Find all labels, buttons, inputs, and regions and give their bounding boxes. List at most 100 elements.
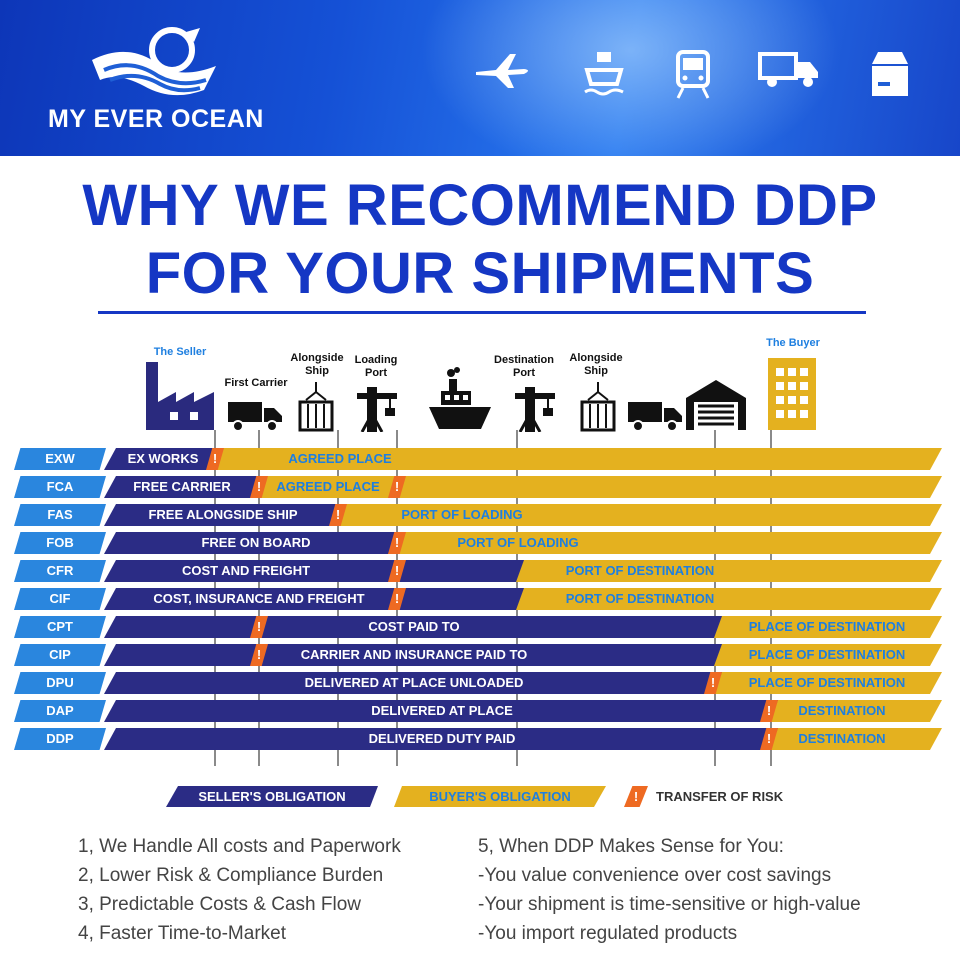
incoterm-row-cip: CIP CARRIER AND INSURANCE PAID TO PLACE … bbox=[0, 644, 960, 666]
incoterm-code: DPU bbox=[14, 672, 106, 694]
list-item: 2, Lower Risk & Compliance Burden bbox=[78, 865, 384, 886]
seller-text: DELIVERED AT PLACE bbox=[371, 703, 513, 718]
list-item: 5, When DDP Makes Sense for You: bbox=[478, 836, 784, 857]
train-icon bbox=[676, 50, 710, 99]
list-item: 4, Faster Time-to-Market bbox=[78, 923, 286, 944]
seller-segment bbox=[104, 560, 524, 582]
incoterm-code: EXW bbox=[14, 448, 106, 470]
label-first-carrier: First Carrier bbox=[224, 377, 288, 389]
seller-text: FREE ALONGSIDE SHIP bbox=[148, 507, 298, 522]
seller-text: DELIVERED AT PLACE UNLOADED bbox=[304, 675, 524, 690]
title-divider bbox=[98, 311, 866, 314]
cargo-ship-icon bbox=[429, 367, 491, 429]
ship-icon bbox=[584, 52, 624, 96]
seller-text: COST PAID TO bbox=[368, 619, 460, 634]
buyer-text: PLACE OF DESTINATION bbox=[748, 675, 906, 690]
buyer-segment bbox=[254, 476, 942, 498]
buyer-text: PORT OF LOADING bbox=[401, 507, 523, 522]
buyer-segment bbox=[766, 700, 942, 722]
delivery-truck-icon bbox=[628, 402, 682, 432]
list-item: -Your shipment is time-sensitive or high… bbox=[478, 894, 861, 915]
buyer-text: DESTINATION bbox=[798, 731, 886, 746]
label-loading-port: Loading Port bbox=[354, 354, 398, 379]
seller-text: FREE CARRIER bbox=[133, 479, 231, 494]
when-ddp-list: 5, When DDP Makes Sense for You: -You va… bbox=[478, 832, 861, 948]
legend-transfer-of-risk: TRANSFER OF RISK bbox=[656, 789, 784, 804]
buyer-segment bbox=[710, 616, 942, 638]
incoterm-code: CIF bbox=[14, 588, 106, 610]
warehouse-icon bbox=[686, 380, 746, 430]
incoterm-row-cpt: CPT COST PAID TO PLACE OF DESTINATION ! bbox=[0, 616, 960, 638]
buyer-text: PORT OF DESTINATION bbox=[565, 563, 715, 578]
seller-segment bbox=[104, 728, 778, 750]
seller-segment bbox=[104, 700, 778, 722]
wave-logo-icon bbox=[92, 27, 216, 96]
incoterm-code: CFR bbox=[14, 560, 106, 582]
seller-segment bbox=[104, 532, 400, 554]
seller-segment bbox=[104, 672, 722, 694]
seller-text: COST AND FREIGHT bbox=[181, 563, 311, 578]
seller-segment bbox=[104, 504, 340, 526]
buyer-text: AGREED PLACE bbox=[276, 479, 380, 494]
package-icon bbox=[872, 52, 908, 96]
incoterm-row-fca: FCA FREE CARRIER AGREED PLACE ! ! bbox=[0, 476, 960, 498]
first-carrier-truck-icon bbox=[228, 402, 282, 432]
list-item: 1, We Handle All costs and Paperwork bbox=[78, 836, 401, 857]
buyer-text: DESTINATION bbox=[798, 703, 886, 718]
buyer-segment bbox=[710, 644, 942, 666]
destination-port-crane-icon bbox=[515, 387, 555, 432]
buyer-text: PORT OF LOADING bbox=[457, 535, 579, 550]
buyer-text: AGREED PLACE bbox=[288, 451, 392, 466]
seller-text: CARRIER AND INSURANCE PAID TO bbox=[300, 647, 528, 662]
incoterm-code: FAS bbox=[14, 504, 106, 526]
seller-text: FREE ON BOARD bbox=[201, 535, 311, 550]
seller-text: COST, INSURANCE AND FREIGHT bbox=[153, 591, 365, 606]
legend-seller-obligation: SELLER'S OBLIGATION bbox=[166, 786, 378, 807]
seller-text: DELIVERED DUTY PAID bbox=[368, 731, 516, 746]
label-the-buyer: The Buyer bbox=[766, 337, 820, 349]
label-alongside-ship-2: Alongside Ship bbox=[569, 352, 623, 377]
incoterm-code: DDP bbox=[14, 728, 106, 750]
incoterm-row-exw: EXW EX WORKS AGREED PLACE ! bbox=[0, 448, 960, 470]
buyer-text: PLACE OF DESTINATION bbox=[748, 647, 906, 662]
factory-icon bbox=[146, 362, 214, 430]
buyer-segment bbox=[332, 504, 942, 526]
truck-icon bbox=[758, 52, 818, 87]
airplane-icon bbox=[476, 54, 528, 88]
seller-text: EX WORKS bbox=[127, 451, 199, 466]
buyer-segment bbox=[210, 448, 942, 470]
incoterm-row-dpu: DPU DELIVERED AT PLACE UNLOADED PLACE OF… bbox=[0, 672, 960, 694]
buyer-segment bbox=[766, 728, 942, 750]
incoterm-code: CPT bbox=[14, 616, 106, 638]
header-banner: MY EVER OCEAN bbox=[0, 0, 960, 156]
incoterm-code: FOB bbox=[14, 532, 106, 554]
page-title-line2: FOR YOUR SHIPMENTS bbox=[145, 241, 815, 306]
incoterm-code: CIP bbox=[14, 644, 106, 666]
incoterm-row-cfr: CFR COST AND FREIGHT PORT OF DESTINATION… bbox=[0, 560, 960, 582]
loading-port-crane-icon bbox=[357, 387, 397, 432]
label-the-seller: The Seller bbox=[153, 346, 207, 358]
legend-buyer-obligation: BUYER'S OBLIGATION bbox=[394, 786, 606, 807]
incoterm-row-cif: CIF COST, INSURANCE AND FREIGHT PORT OF … bbox=[0, 588, 960, 610]
brand-name: MY EVER OCEAN bbox=[48, 105, 264, 133]
incoterm-code: DAP bbox=[14, 700, 106, 722]
buyer-segment bbox=[392, 532, 942, 554]
seller-segment bbox=[104, 476, 262, 498]
buyer-text: PLACE OF DESTINATION bbox=[748, 619, 906, 634]
container-crane-icon-2 bbox=[580, 382, 616, 432]
buyer-segment bbox=[512, 560, 942, 582]
incoterm-row-fas: FAS FREE ALONGSIDE SHIP PORT OF LOADING … bbox=[0, 504, 960, 526]
container-crane-icon bbox=[298, 382, 334, 432]
incoterm-row-ddp: DDP DELIVERED DUTY PAID DESTINATION ! bbox=[0, 728, 960, 750]
seller-segment bbox=[104, 588, 524, 610]
buyer-segment bbox=[710, 672, 942, 694]
incoterm-row-fob: FOB FREE ON BOARD PORT OF LOADING ! bbox=[0, 532, 960, 554]
list-item: 3, Predictable Costs & Cash Flow bbox=[78, 894, 362, 915]
seller-segment bbox=[104, 448, 222, 470]
benefits-list: 1, We Handle All costs and Paperwork 2, … bbox=[78, 832, 401, 948]
label-destination-port: Destination Port bbox=[494, 354, 554, 379]
list-item: -You import regulated products bbox=[478, 923, 738, 944]
label-alongside-ship-1: Alongside Ship bbox=[290, 352, 344, 377]
page-title-line1: WHY WE RECOMMEND DDP bbox=[82, 173, 878, 238]
incoterm-code: FCA bbox=[14, 476, 106, 498]
